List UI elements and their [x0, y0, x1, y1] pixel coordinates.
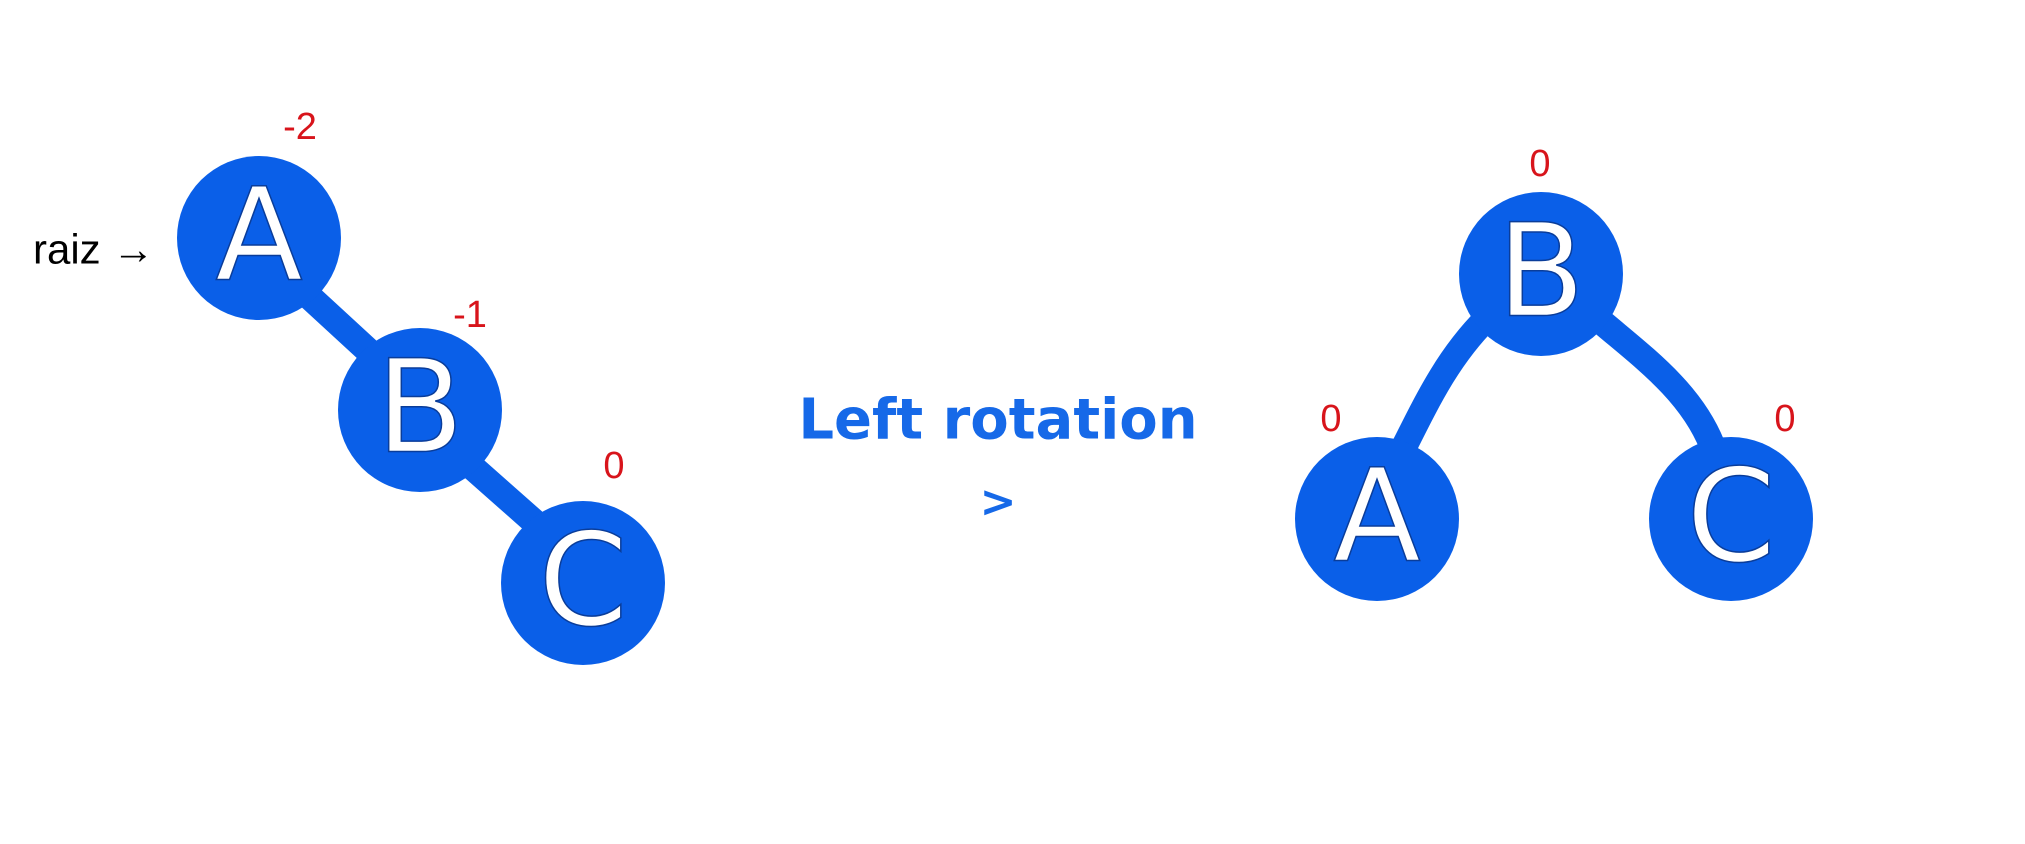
- before-node-a-letter: A: [215, 162, 303, 311]
- before-node-c: C 0: [501, 445, 665, 665]
- before-tree: A -2 B -1 C 0: [177, 106, 665, 665]
- before-node-b: B -1: [338, 294, 502, 492]
- after-node-b-balance: 0: [1529, 143, 1550, 185]
- after-node-b: B 0: [1459, 143, 1623, 356]
- after-node-c-letter: C: [1686, 443, 1775, 592]
- after-edge-b-a: [1392, 305, 1500, 458]
- after-tree: B 0 A 0 C 0: [1295, 143, 1813, 601]
- before-node-a: A -2: [177, 106, 341, 320]
- after-node-b-circle: [1459, 192, 1623, 356]
- before-node-c-circle: [501, 501, 665, 665]
- rotation-title: Left rotation: [798, 388, 1197, 453]
- before-node-b-letter: B: [376, 334, 464, 483]
- after-node-a-circle: [1295, 437, 1459, 601]
- before-node-a-circle: [177, 156, 341, 320]
- after-node-a-balance: 0: [1320, 398, 1341, 440]
- rotation-operation: Left rotation >: [798, 388, 1197, 528]
- after-node-a-letter: A: [1333, 443, 1421, 592]
- after-node-b-letter: B: [1497, 198, 1585, 347]
- after-node-a: A 0: [1295, 398, 1459, 601]
- before-node-c-letter: C: [538, 507, 627, 656]
- before-node-b-circle: [338, 328, 502, 492]
- before-node-c-balance: 0: [603, 445, 624, 487]
- after-node-c: C 0: [1649, 398, 1813, 601]
- rotation-arrow: >: [980, 477, 1017, 528]
- after-node-c-balance: 0: [1774, 398, 1795, 440]
- before-node-a-balance: -2: [283, 106, 317, 148]
- before-node-b-balance: -1: [453, 294, 487, 336]
- after-edge-b-c: [1584, 305, 1725, 458]
- root-pointer-label: raiz →: [33, 226, 154, 273]
- after-node-c-circle: [1649, 437, 1813, 601]
